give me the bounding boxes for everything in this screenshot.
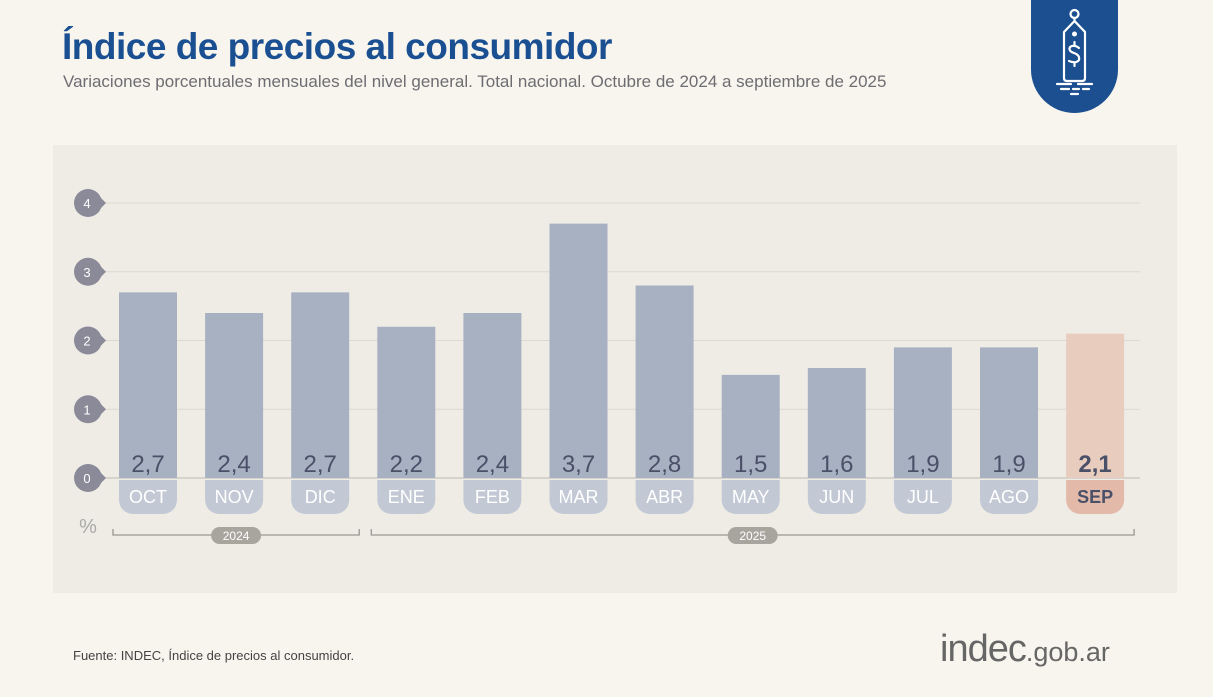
bar-may bbox=[721, 374, 780, 478]
category-pill bbox=[463, 480, 522, 514]
year-pill bbox=[211, 527, 262, 544]
y-tick-badge bbox=[74, 257, 103, 286]
y-tick-pointer bbox=[100, 334, 106, 347]
category-label: ABR bbox=[646, 487, 683, 507]
value-label: 1,5 bbox=[734, 451, 767, 478]
indec-logo[interactable]: indec.gob.ar bbox=[940, 628, 1110, 671]
category-label: SEP bbox=[1077, 487, 1113, 507]
y-tick-badge bbox=[74, 395, 103, 424]
category-label: MAY bbox=[732, 487, 770, 507]
category-label: OCT bbox=[129, 487, 167, 507]
bar-abr bbox=[635, 285, 694, 478]
category-label: DIC bbox=[305, 487, 336, 507]
page-title: Índice de precios al consumidor bbox=[62, 26, 612, 67]
bar-oct bbox=[119, 292, 177, 478]
y-tick-badge bbox=[74, 189, 102, 217]
category-pill bbox=[205, 480, 264, 514]
y-tick-label: 1 bbox=[83, 402, 90, 417]
category-pill bbox=[549, 480, 608, 514]
y-tick-pointer bbox=[100, 265, 106, 278]
value-label: 1,6 bbox=[820, 451, 853, 478]
bar-mar bbox=[549, 223, 608, 478]
category-pill bbox=[291, 480, 350, 514]
category-pill bbox=[119, 480, 177, 514]
y-axis-unit: % bbox=[79, 516, 97, 538]
category-label: JUL bbox=[907, 487, 939, 507]
bar-ene bbox=[377, 326, 436, 478]
year-label: 2024 bbox=[223, 529, 250, 543]
y-tick-pointer bbox=[100, 403, 106, 416]
value-label: 2,8 bbox=[648, 451, 681, 478]
y-tick-label: 4 bbox=[83, 196, 90, 211]
y-tick-pointer bbox=[100, 472, 106, 484]
category-pill bbox=[1066, 480, 1125, 514]
value-label: 1,9 bbox=[992, 451, 1025, 478]
category-pill bbox=[893, 480, 952, 514]
brand-main: indec bbox=[940, 628, 1027, 670]
bar-ago bbox=[980, 347, 1038, 478]
bar-dic bbox=[291, 292, 350, 478]
value-label: 2,7 bbox=[304, 451, 337, 478]
category-pill bbox=[721, 480, 780, 514]
bar-feb bbox=[463, 313, 522, 478]
bar-nov bbox=[205, 313, 264, 478]
category-label: MAR bbox=[559, 487, 599, 507]
bar-jul bbox=[893, 347, 952, 478]
category-label: JUN bbox=[819, 487, 854, 507]
value-label: 2,1 bbox=[1078, 451, 1111, 478]
value-label: 1,9 bbox=[906, 451, 939, 478]
price-tag-dollar-icon bbox=[1031, 0, 1118, 113]
value-label: 2,4 bbox=[217, 451, 250, 478]
category-label: NOV bbox=[215, 487, 254, 507]
category-label: FEB bbox=[475, 487, 510, 507]
year-pill bbox=[727, 527, 778, 544]
value-label: 2,2 bbox=[390, 451, 423, 478]
y-tick-label: 2 bbox=[83, 334, 90, 349]
category-pill bbox=[807, 480, 866, 514]
value-label: 2,4 bbox=[476, 451, 509, 478]
value-label: 3,7 bbox=[562, 451, 595, 478]
y-tick-label: 3 bbox=[83, 265, 90, 280]
category-label: AGO bbox=[989, 487, 1029, 507]
category-label: ENE bbox=[388, 487, 425, 507]
y-tick-badge bbox=[74, 326, 103, 355]
bar-jun bbox=[807, 368, 866, 478]
y-tick-badge bbox=[74, 464, 102, 492]
category-pill bbox=[377, 480, 436, 514]
category-pill bbox=[635, 480, 694, 514]
page-subtitle: Variaciones porcentuales mensuales del n… bbox=[63, 72, 887, 91]
bar-sep bbox=[1066, 333, 1125, 478]
source-note: Fuente: INDEC, Índice de precios al cons… bbox=[73, 648, 355, 663]
year-label: 2025 bbox=[739, 529, 766, 543]
value-label: 2,7 bbox=[131, 451, 164, 478]
y-tick-label: 0 bbox=[83, 471, 90, 486]
y-tick-pointer bbox=[100, 197, 106, 209]
category-pill bbox=[980, 480, 1038, 514]
brand-suffix: .gob.ar bbox=[1025, 637, 1110, 667]
